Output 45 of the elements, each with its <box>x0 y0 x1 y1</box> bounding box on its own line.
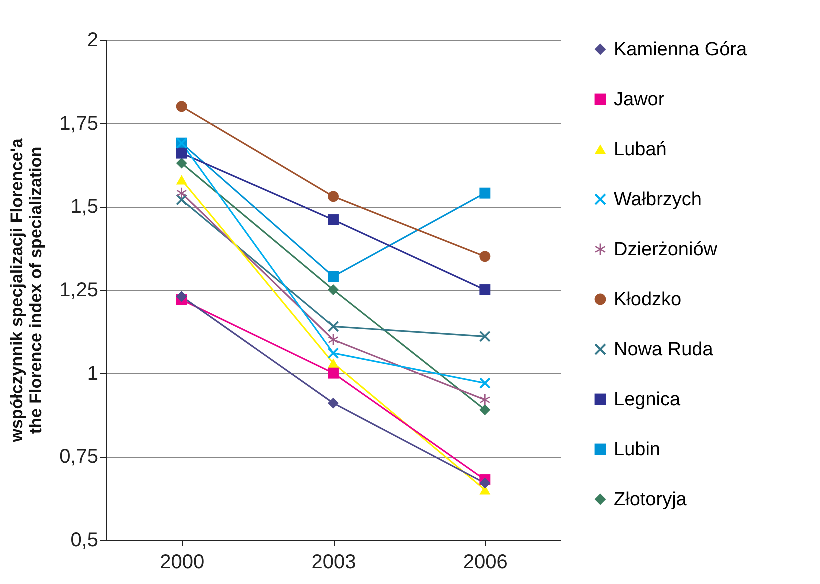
y-tick-label: 2 <box>87 30 98 52</box>
legend-label: Nowa Ruda <box>614 340 714 360</box>
point <box>328 271 339 282</box>
y-tick-label: 0,5 <box>70 530 98 552</box>
legend-label: Jawor <box>614 90 666 110</box>
point <box>480 478 491 489</box>
point <box>480 331 491 342</box>
point <box>328 214 339 226</box>
point <box>480 404 491 416</box>
point <box>328 368 339 379</box>
y-tick-label: 0,75 <box>60 446 98 468</box>
point <box>328 348 339 359</box>
legend-label: Legnica <box>614 390 681 410</box>
point <box>480 251 491 262</box>
legend-label: Kamienna Góra <box>614 40 748 60</box>
point <box>176 291 188 302</box>
x-tick-label: 2000 <box>160 552 205 574</box>
legend-label: Wałbrzych <box>614 190 702 210</box>
point <box>328 321 339 332</box>
point <box>176 148 188 159</box>
y-tick-label: 1 <box>87 362 98 385</box>
y-tick-label: 1,75 <box>60 112 98 135</box>
legend-label: Dzierżoniów <box>614 240 718 260</box>
y-tick-label: 1,25 <box>60 280 98 302</box>
legend-label: Złotoryja <box>614 490 688 510</box>
point <box>480 188 491 199</box>
point <box>480 378 491 389</box>
point <box>176 175 188 185</box>
point <box>328 334 339 346</box>
legend-label: Lubań <box>614 140 667 160</box>
point <box>480 284 491 296</box>
x-tick-label: 2006 <box>463 552 508 574</box>
point <box>480 394 490 406</box>
point <box>176 101 188 112</box>
point <box>328 358 339 368</box>
point <box>328 398 339 409</box>
x-tick-label: 2003 <box>312 552 356 574</box>
legend-label: Lubin <box>614 440 660 460</box>
point <box>176 158 188 169</box>
point <box>176 188 187 199</box>
point <box>328 191 339 202</box>
legend-label: Kłodzko <box>614 290 682 310</box>
point <box>328 284 339 296</box>
y-tick-label: 1,5 <box>70 196 98 218</box>
y-axis-title: współczynnik specjalizacji Florence'a the Florence index of specialization <box>8 138 46 444</box>
